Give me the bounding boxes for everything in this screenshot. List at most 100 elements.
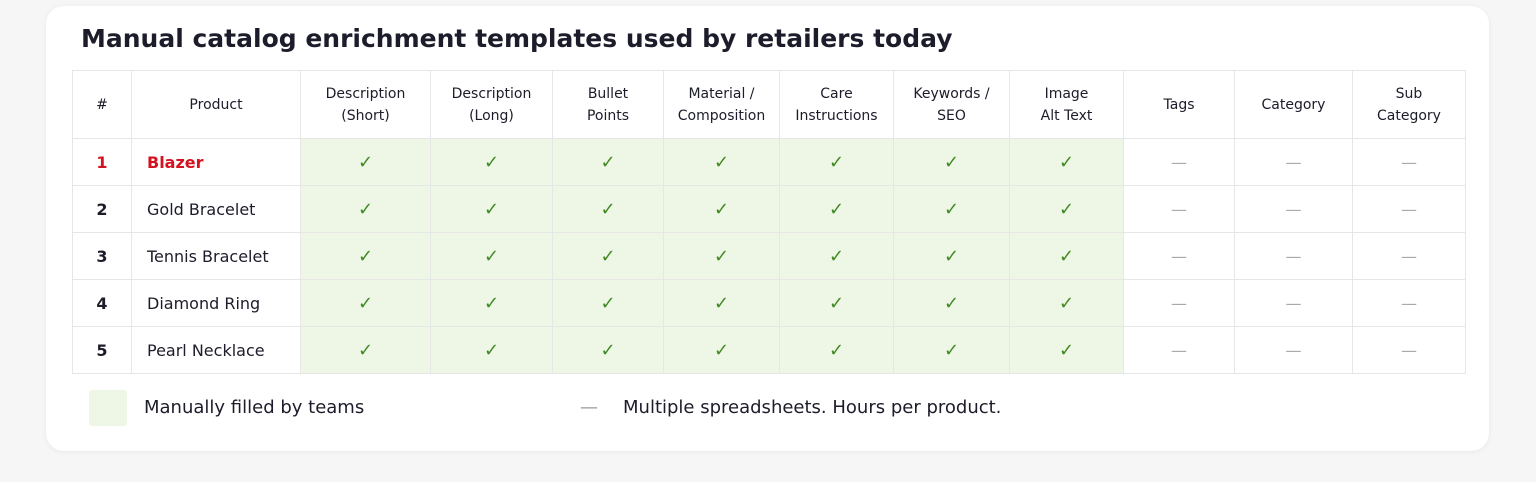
table-cell: ✓	[893, 232, 1010, 280]
table-row: 4 Diamond Ring ✓ ✓ ✓ ✓ ✓ ✓ ✓ — — —	[72, 279, 1466, 327]
table-cell: 4	[72, 279, 132, 327]
column-header: Care Instructions	[779, 70, 894, 139]
table-cell: ✓	[663, 326, 780, 374]
header-line: (Long)	[469, 107, 514, 124]
header-line: Keywords /	[913, 85, 990, 102]
column-header: Description (Long)	[430, 70, 553, 139]
table-cell: —	[1234, 185, 1353, 233]
table-cell: ✓	[430, 232, 553, 280]
header-line: Category	[1261, 96, 1326, 113]
table-cell: —	[1352, 232, 1466, 280]
table-cell: —	[1123, 279, 1235, 327]
table-cell: ✓	[893, 185, 1010, 233]
column-header: Product	[131, 70, 301, 139]
column-header: Tags	[1123, 70, 1235, 139]
legend-swatch	[89, 390, 127, 426]
column-header: Category	[1234, 70, 1353, 139]
table-cell: ✓	[1009, 185, 1124, 233]
table-cell: ✓	[779, 326, 894, 374]
table-cell: ✓	[430, 326, 553, 374]
table-row: 2 Gold Bracelet ✓ ✓ ✓ ✓ ✓ ✓ ✓ — — —	[72, 185, 1466, 233]
header-line: Image	[1044, 85, 1089, 102]
table-cell: —	[1123, 326, 1235, 374]
column-header: Bullet Points	[552, 70, 664, 139]
table-cell: ✓	[663, 185, 780, 233]
table-row: 5 Pearl Necklace ✓ ✓ ✓ ✓ ✓ ✓ ✓ — — —	[72, 326, 1466, 374]
header-line: (Short)	[341, 107, 390, 124]
table-cell: Gold Bracelet	[131, 185, 301, 233]
header-line: Composition	[677, 107, 766, 124]
header-line: Product	[189, 96, 243, 113]
table-cell: —	[1234, 232, 1353, 280]
table-cell: —	[1123, 138, 1235, 186]
header-line: Instructions	[795, 107, 878, 124]
table-cell: —	[1234, 138, 1353, 186]
column-header: Image Alt Text	[1009, 70, 1124, 139]
header-line: Bullet	[587, 85, 629, 102]
table-cell: ✓	[1009, 138, 1124, 186]
table-cell: ✓	[300, 185, 431, 233]
table-cell: ✓	[779, 138, 894, 186]
table-cell: ✓	[1009, 326, 1124, 374]
table-cell: ✓	[893, 138, 1010, 186]
table-cell: —	[1123, 232, 1235, 280]
legend-symbol: —	[580, 397, 598, 418]
table-cell: 1	[72, 138, 132, 186]
table-cell: Tennis Bracelet	[131, 232, 301, 280]
table-cell: ✓	[779, 232, 894, 280]
table-body: 1 Blazer ✓ ✓ ✓ ✓ ✓ ✓ ✓ — — —2 Gold Bracelet ✓ ✓ ✓ ✓ ✓ ✓ ✓ — —…	[72, 138, 1466, 374]
table-cell: ✓	[552, 232, 664, 280]
header-line: Tags	[1163, 96, 1195, 113]
table-cell: 5	[72, 326, 132, 374]
table-cell: —	[1352, 326, 1466, 374]
column-header: Material / Composition	[663, 70, 780, 139]
table-cell: ✓	[430, 138, 553, 186]
table-cell: Diamond Ring	[131, 279, 301, 327]
title: Manual catalog enrichment templates used…	[81, 24, 953, 53]
column-header: Keywords / SEO	[893, 70, 1010, 139]
table-cell: ✓	[779, 185, 894, 233]
table-cell: ✓	[430, 185, 553, 233]
header-line: Material /	[688, 85, 755, 102]
table-cell: ✓	[1009, 232, 1124, 280]
table-cell: ✓	[779, 279, 894, 327]
table-cell: ✓	[300, 326, 431, 374]
legend-label: Manually filled by teams	[144, 397, 365, 418]
table-cell: ✓	[300, 279, 431, 327]
table-cell: ✓	[893, 279, 1010, 327]
header-line: #	[96, 96, 108, 113]
table-cell: 3	[72, 232, 132, 280]
table-cell: ✓	[552, 326, 664, 374]
table-cell: ✓	[552, 279, 664, 327]
table-row: 3 Tennis Bracelet ✓ ✓ ✓ ✓ ✓ ✓ ✓ — — —	[72, 232, 1466, 280]
table-cell: 2	[72, 185, 132, 233]
table-row: 1 Blazer ✓ ✓ ✓ ✓ ✓ ✓ ✓ — — —	[72, 138, 1466, 186]
header-line: Points	[586, 107, 630, 124]
header-line: Sub	[1395, 85, 1423, 102]
table-cell: ✓	[663, 138, 780, 186]
table: # Product Description (Short) Description (Lo…	[72, 70, 1466, 374]
card: Manual catalog enrichment templates used…	[46, 6, 1489, 451]
header-line: Description	[325, 85, 406, 102]
table-cell: ✓	[893, 326, 1010, 374]
table-cell: ✓	[1009, 279, 1124, 327]
column-header: Description (Short)	[300, 70, 431, 139]
header-line: Care	[820, 85, 853, 102]
header-line: Description	[451, 85, 532, 102]
table-cell: —	[1234, 326, 1353, 374]
table-cell: Pearl Necklace	[131, 326, 301, 374]
table-cell: ✓	[300, 232, 431, 280]
table-cell: —	[1123, 185, 1235, 233]
table-cell: —	[1352, 185, 1466, 233]
column-header: #	[72, 70, 132, 139]
table-cell: ✓	[663, 279, 780, 327]
header-row: # Product Description (Short) Description (Lo…	[72, 70, 1466, 139]
table-cell: —	[1352, 138, 1466, 186]
header-line: Category	[1377, 107, 1441, 124]
header-line: Alt Text	[1040, 107, 1093, 124]
table-cell: ✓	[552, 185, 664, 233]
table-cell: ✓	[300, 138, 431, 186]
legend-label: Multiple spreadsheets. Hours per product…	[623, 397, 1002, 418]
table-cell: ✓	[663, 232, 780, 280]
